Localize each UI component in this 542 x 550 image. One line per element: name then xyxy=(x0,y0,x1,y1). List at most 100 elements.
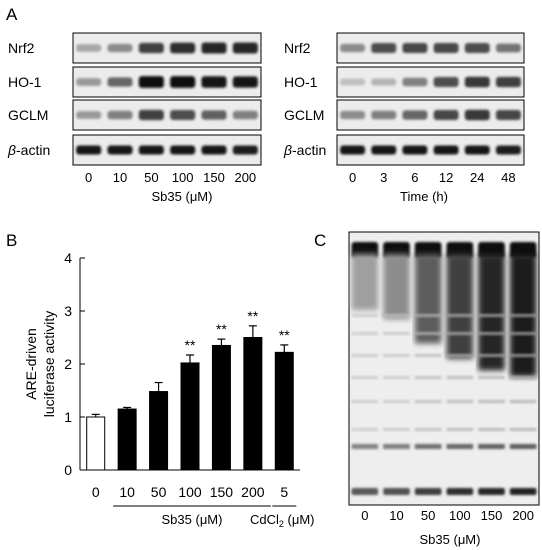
time-band xyxy=(433,42,459,54)
smear-region xyxy=(478,254,505,371)
dose-lane-label: 100 xyxy=(172,170,194,185)
ladder-band xyxy=(414,376,442,379)
dose-row-label-gclm: GCLM xyxy=(8,107,48,123)
time-band xyxy=(340,145,366,155)
panelA-left-xlabel: Sb35 (μM) xyxy=(152,189,213,204)
time-lane-label: 0 xyxy=(349,170,356,185)
ladder-band xyxy=(383,376,410,379)
bottom-band xyxy=(351,488,379,495)
ladder-band xyxy=(509,332,537,335)
ladder-band xyxy=(351,314,379,317)
time-row-label-gclm: GCLM xyxy=(284,107,324,123)
time-band xyxy=(433,109,459,121)
bottom-band xyxy=(478,488,505,495)
mid-band xyxy=(446,444,474,449)
time-lane-label: 48 xyxy=(501,170,515,185)
panel-label-b: B xyxy=(6,231,17,250)
time-band xyxy=(464,43,490,53)
time-band xyxy=(402,77,428,87)
time-band xyxy=(464,76,490,88)
smear-region xyxy=(351,254,379,311)
ladder-band xyxy=(478,428,505,431)
dose-band xyxy=(170,42,196,54)
dose-band xyxy=(76,145,102,155)
bar xyxy=(117,408,137,471)
time-band xyxy=(495,76,521,88)
time-band xyxy=(340,78,366,86)
smear-lane xyxy=(478,242,505,495)
dose-lane-label: 150 xyxy=(203,170,225,185)
dose-band xyxy=(201,76,227,88)
time-band xyxy=(464,109,490,121)
dose-band xyxy=(232,110,258,120)
bar xyxy=(149,391,169,471)
ladder-band xyxy=(446,428,474,431)
x-tick-label: 0 xyxy=(92,484,100,500)
dose-blot-strip xyxy=(72,32,262,64)
smear-lane-label: 10 xyxy=(389,508,403,523)
x-tick-label: 5 xyxy=(280,484,288,500)
smear-region xyxy=(383,254,410,320)
dose-row-label-actin: β-actin xyxy=(7,142,50,158)
mid-band xyxy=(414,444,442,449)
dose-band xyxy=(201,145,227,155)
smear-lane-label: 150 xyxy=(481,508,503,523)
ladder-band xyxy=(414,400,442,403)
significance-mark: ** xyxy=(247,308,258,324)
time-lane-label: 12 xyxy=(439,170,453,185)
bottom-band xyxy=(414,488,442,495)
smear-lane-label: 100 xyxy=(449,508,471,523)
significance-mark: ** xyxy=(216,321,227,337)
panelC-xlabel: Sb35 (μM) xyxy=(420,532,481,547)
smear-region xyxy=(414,254,442,344)
bottom-band xyxy=(383,488,410,495)
bar xyxy=(211,344,231,471)
dose-band xyxy=(138,76,164,88)
time-band xyxy=(340,43,366,53)
bar xyxy=(243,337,263,471)
x-tick-label: 200 xyxy=(241,484,265,500)
time-lane-label: 24 xyxy=(470,170,484,185)
ladder-band xyxy=(446,400,474,403)
ladder-band xyxy=(383,400,410,403)
bar xyxy=(180,362,200,471)
ladder-band xyxy=(383,428,410,431)
ladder-band xyxy=(446,332,474,335)
dose-band xyxy=(138,145,164,155)
group-label-sb35: Sb35 (μM) xyxy=(162,512,223,527)
dose-lane-label: 0 xyxy=(85,170,92,185)
y-axis-title-line1: ARE-driven xyxy=(23,328,39,400)
dose-band xyxy=(107,77,133,87)
dose-lane-label: 10 xyxy=(113,170,127,185)
dose-blot-strip xyxy=(72,99,262,131)
time-band xyxy=(402,42,428,54)
dose-band xyxy=(107,110,133,120)
ladder-band xyxy=(414,314,442,317)
time-band xyxy=(495,43,521,53)
panelA-right-xlabel: Time (h) xyxy=(400,189,448,204)
dose-band xyxy=(170,76,196,88)
dose-band xyxy=(76,44,102,52)
ladder-band xyxy=(478,400,505,403)
ladder-band xyxy=(478,332,505,335)
ladder-band xyxy=(383,314,410,317)
cdcl2-unit: (μM) xyxy=(284,512,315,527)
x-tick-label: 150 xyxy=(210,484,234,500)
bottom-band xyxy=(509,488,537,495)
dose-band xyxy=(170,145,196,155)
x-tick-label: 10 xyxy=(119,484,135,500)
smear-lane xyxy=(446,242,474,495)
ladder-band xyxy=(509,314,537,317)
dose-band xyxy=(107,43,133,53)
smear-blot-frame xyxy=(348,231,540,506)
x-tick-label: 50 xyxy=(151,484,167,500)
dose-band xyxy=(232,42,258,54)
mid-band xyxy=(509,444,537,449)
time-band xyxy=(402,145,428,155)
bar xyxy=(86,416,106,471)
dose-band xyxy=(201,110,227,120)
time-band xyxy=(402,110,428,120)
smear-lane xyxy=(351,242,379,495)
dose-band xyxy=(170,110,196,120)
dose-row-label-ho1: HO-1 xyxy=(8,74,42,90)
